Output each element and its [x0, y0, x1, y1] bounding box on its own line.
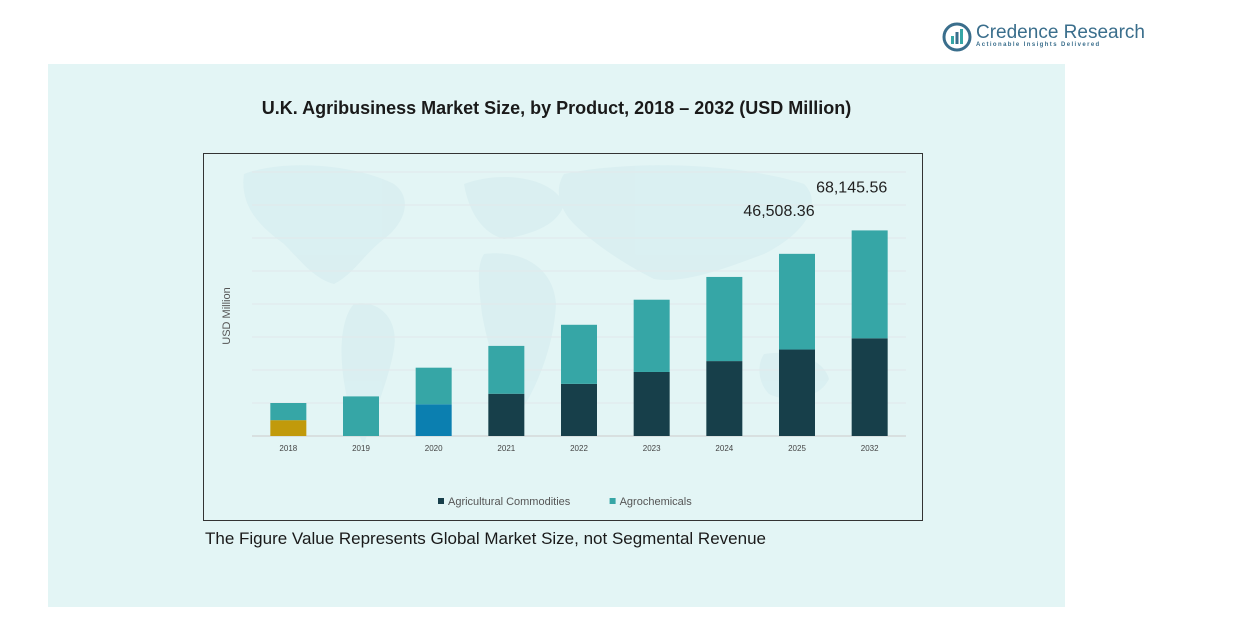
bar-agricultural-commodities-2032	[851, 338, 888, 436]
bar-agricultural-commodities-2020	[415, 404, 452, 436]
credence-logo-icon	[942, 22, 972, 52]
legend: Agricultural Commodities Agrochemicals	[438, 496, 692, 508]
bar-agrochemicals-2023	[633, 299, 670, 372]
bar-agrochemicals-2019	[343, 396, 379, 436]
bar-agrochemicals-2020	[415, 367, 452, 405]
chart-title: U.K. Agribusiness Market Size, by Produc…	[261, 98, 852, 118]
legend-label-0: Agricultural Commodities	[448, 496, 571, 508]
data-label-2025: 46,508.36	[743, 203, 814, 220]
bar-agricultural-commodities-2018	[270, 420, 307, 436]
bar-agrochemicals-2025	[779, 253, 815, 350]
x-tick-label-2022: 2022	[570, 444, 588, 453]
x-tick-label-2023: 2023	[643, 444, 661, 453]
footnote: The Figure Value Represents Global Marke…	[205, 529, 766, 548]
bar-agricultural-commodities-2025	[779, 349, 815, 436]
x-tick-label-2018: 2018	[279, 444, 297, 453]
x-tick-label-2020: 2020	[425, 444, 443, 453]
x-tick-label-2019: 2019	[352, 444, 370, 453]
x-tick-labels: 2018 2019 2020 2021 2022 2023 2024 2025 2032	[279, 444, 879, 453]
chart-frame: USD Million 2018 2019 2020 2021 2022 2023 2024…	[203, 153, 923, 521]
chart-panel	[48, 64, 1065, 607]
x-tick-label-2021: 2021	[497, 444, 515, 453]
bar-agricultural-commodities-2021	[488, 393, 525, 436]
bar-agrochemicals-2022	[561, 324, 597, 384]
bar-agricultural-commodities-2024	[706, 361, 743, 436]
y-axis-label: USD Million	[221, 287, 233, 344]
bar-agrochemicals-2018	[270, 403, 307, 421]
bar-agricultural-commodities-2023	[633, 371, 670, 436]
logo-name: Credence Research	[976, 22, 1145, 43]
bars	[270, 230, 888, 436]
x-tick-label-2024: 2024	[715, 444, 733, 453]
bar-agrochemicals-2024	[706, 276, 743, 362]
legend-swatch-1	[609, 498, 616, 504]
logo-tagline: Actionable Insights Delivered	[976, 42, 1101, 48]
logo: Credence Research Actionable Insights De…	[942, 20, 1145, 54]
bar-agrochemicals-2021	[488, 345, 525, 394]
bar-agrochemicals-2032	[851, 230, 888, 339]
bar-agricultural-commodities-2022	[561, 383, 597, 436]
data-label-2032: 68,145.56	[816, 179, 887, 196]
legend-label-1: Agrochemicals	[620, 496, 693, 508]
bar-chart: USD Million 2018 2019 2020 2021 2022 2023 2024…	[221, 165, 906, 508]
x-tick-label-2032: 2032	[861, 444, 879, 453]
x-tick-label-2025: 2025	[788, 444, 806, 453]
legend-swatch-0	[438, 498, 444, 504]
